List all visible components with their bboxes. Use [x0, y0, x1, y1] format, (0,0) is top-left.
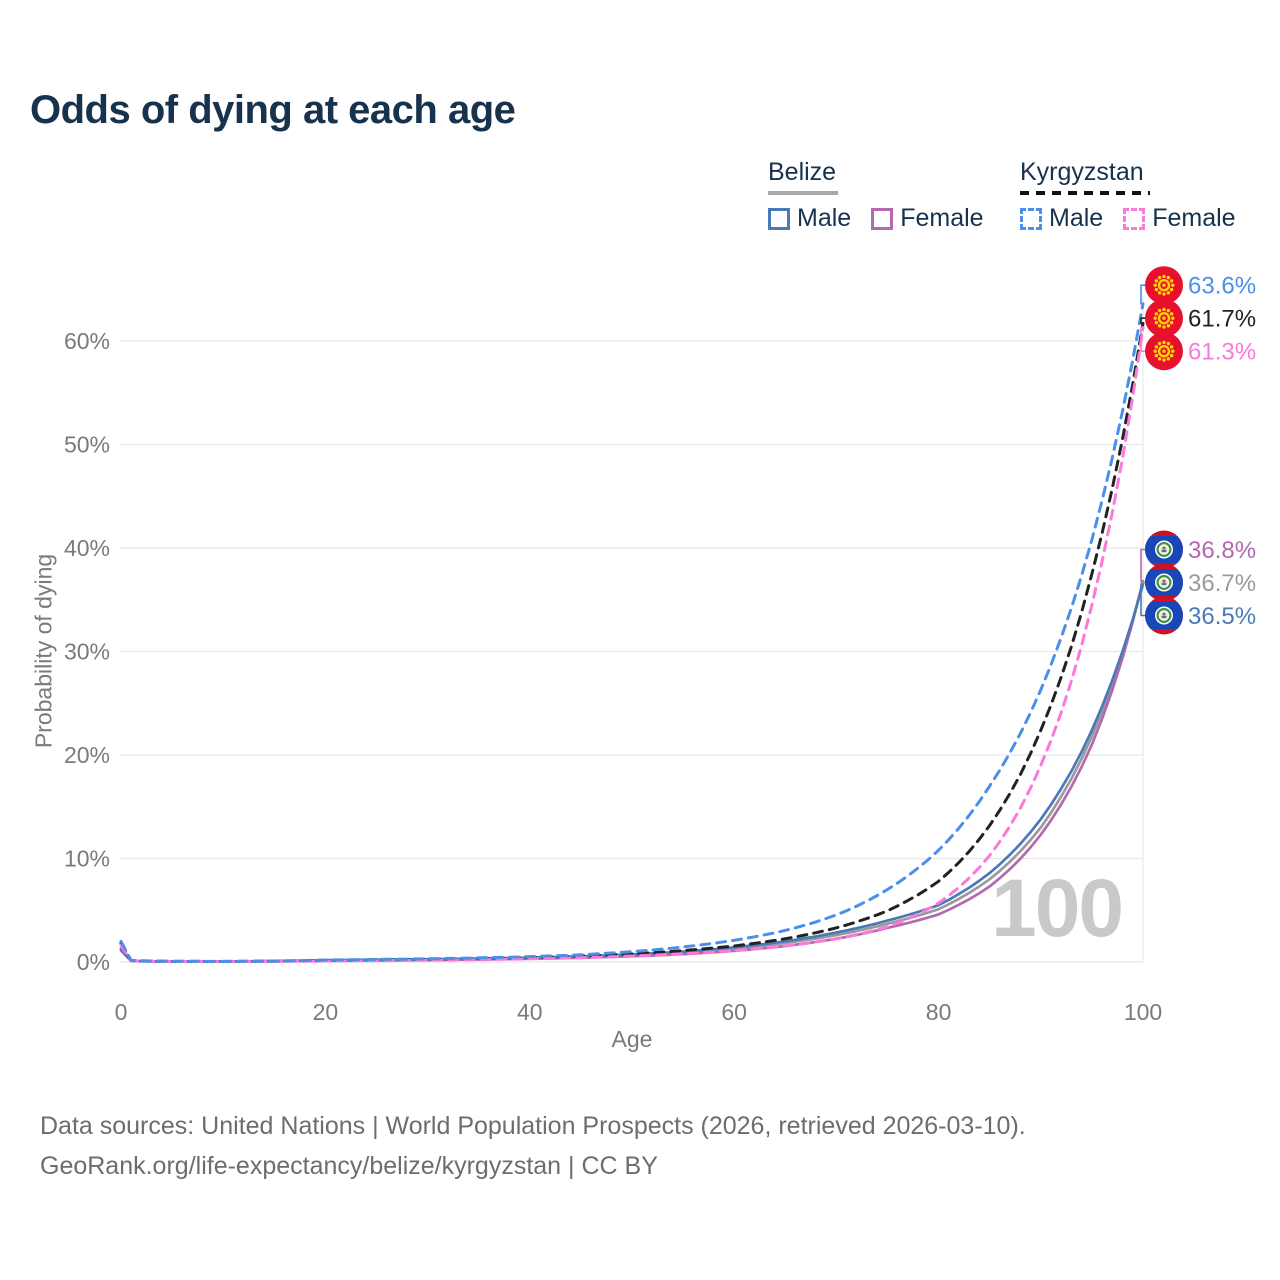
series-end-value-label: 36.5% — [1188, 603, 1256, 630]
legend-item-kyrgyzstan-female[interactable]: Female — [1123, 204, 1236, 233]
series-line-belize-female[interactable] — [119, 579, 1145, 964]
y-tick-label: 60% — [64, 328, 110, 354]
belize-flag-icon — [1145, 530, 1183, 569]
x-axis-title: Age — [611, 1026, 653, 1052]
belize-flag-icon — [1145, 563, 1183, 602]
legend-item-belize-male[interactable]: Male — [768, 204, 851, 233]
y-axis-title: Probability of dying — [30, 553, 57, 749]
footer: Data sources: United Nations | World Pop… — [40, 1106, 1026, 1186]
legend-title-kyrgyzstan[interactable]: Kyrgyzstan — [1020, 158, 1144, 186]
series-line-kyrgyzstan-all[interactable] — [119, 321, 1145, 963]
page-title: Odds of dying at each age — [30, 88, 516, 132]
belize-male-swatch-icon — [768, 207, 790, 230]
label-leader-line — [1140, 317, 1146, 325]
series-line-belize-all[interactable] — [119, 580, 1145, 963]
kyrgyzstan-female-swatch-icon — [1123, 207, 1146, 230]
label-leader-line — [1140, 583, 1146, 617]
belize-flag-icon — [1145, 596, 1183, 635]
legend-group-belize: Belize Male Female — [768, 158, 984, 233]
y-tick-label: 20% — [64, 742, 110, 768]
label-leader-line — [1140, 548, 1146, 582]
legend-item-belize-female[interactable]: Female — [871, 204, 984, 233]
x-tick-label: 40 — [517, 999, 543, 1025]
x-tick-label: 20 — [313, 999, 339, 1025]
series-end-value-label: 61.7% — [1188, 306, 1256, 333]
kyrgyzstan-flag-icon — [1145, 299, 1183, 338]
attribution-text: GeoRank.org/life-expectancy/belize/kyrgy… — [40, 1152, 658, 1180]
series-end-value-label: 61.3% — [1188, 339, 1256, 366]
series-end-value-label: 36.8% — [1188, 537, 1256, 564]
y-tick-label: 30% — [64, 639, 110, 665]
label-leader-line — [1140, 326, 1146, 352]
label-leader-line — [1140, 284, 1146, 305]
series-end-value-label: 36.7% — [1188, 570, 1256, 597]
y-tick-label: 50% — [64, 432, 110, 458]
x-tick-label: 80 — [926, 999, 952, 1025]
kyrgyzstan-flag-icon — [1145, 332, 1183, 371]
legend-item-label: Male — [797, 204, 852, 232]
x-tick-label: 0 — [115, 999, 128, 1025]
legend-underline-dashed — [1020, 191, 1150, 195]
legend-item-kyrgyzstan-male[interactable]: Male — [1020, 204, 1103, 233]
x-tick-label: 100 — [1124, 999, 1162, 1025]
y-tick-label: 10% — [64, 846, 110, 872]
series-end-value-label: 63.6% — [1188, 273, 1256, 300]
legend-item-label: Female — [900, 204, 984, 232]
legend-group-kyrgyzstan: Kyrgyzstan Male Female — [1020, 158, 1236, 233]
legend-item-label: Male — [1049, 204, 1104, 232]
kyrgyzstan-male-swatch-icon — [1020, 207, 1042, 230]
kyrgyzstan-flag-icon — [1145, 266, 1183, 305]
series-line-kyrgyzstan-female[interactable] — [119, 326, 1145, 964]
legend-underline-solid — [768, 191, 838, 195]
hovered-age-watermark: 100 — [991, 863, 1124, 954]
data-sources-text: Data sources: United Nations | World Pop… — [40, 1112, 1026, 1140]
belize-female-swatch-icon — [871, 207, 894, 230]
legend-item-label: Female — [1152, 204, 1236, 232]
series-line-kyrgyzstan-male[interactable] — [119, 302, 1145, 963]
x-tick-label: 60 — [721, 999, 747, 1025]
y-tick-label: 0% — [77, 949, 110, 975]
legend-title-belize[interactable]: Belize — [768, 158, 837, 186]
y-tick-label: 40% — [64, 535, 110, 561]
series-line-belize-male[interactable] — [119, 582, 1145, 963]
